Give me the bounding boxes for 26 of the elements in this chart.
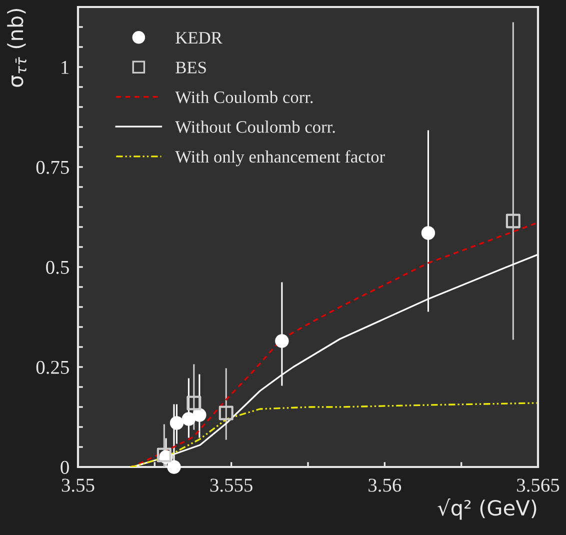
point xyxy=(167,460,181,474)
point xyxy=(186,396,202,410)
point xyxy=(421,226,436,240)
x-tick-label: 3.565 xyxy=(517,478,560,492)
point xyxy=(182,412,196,426)
legend-label: Without Coulomb corr. xyxy=(175,120,335,133)
y-axis-title: σ$_{ττ̄}$ (nb) xyxy=(7,8,26,87)
y-tick-label: 0 xyxy=(60,460,69,474)
point xyxy=(170,416,184,430)
point xyxy=(275,334,289,348)
legend-label: BES xyxy=(176,62,206,74)
x-tick-label: 3.555 xyxy=(210,478,252,492)
y-tick-label: 1 xyxy=(62,60,68,74)
legend-label: With Coulomb corr. xyxy=(175,90,313,104)
x-tick-label: 3.55 xyxy=(62,478,94,492)
line-series xyxy=(129,402,538,467)
point xyxy=(506,214,520,228)
legend-label: KEDR xyxy=(176,32,222,44)
point xyxy=(218,406,234,420)
y-tick-label: 0.5 xyxy=(46,260,69,274)
x-axis-title: √q² (GeV) xyxy=(438,498,536,520)
x-tick-label: 3.56 xyxy=(368,478,402,492)
y-tick-label: 0.25 xyxy=(36,360,69,374)
y-tick-label: 0.75 xyxy=(36,160,69,174)
point xyxy=(192,408,206,422)
legend-label: With only enhancement factor xyxy=(175,150,385,166)
